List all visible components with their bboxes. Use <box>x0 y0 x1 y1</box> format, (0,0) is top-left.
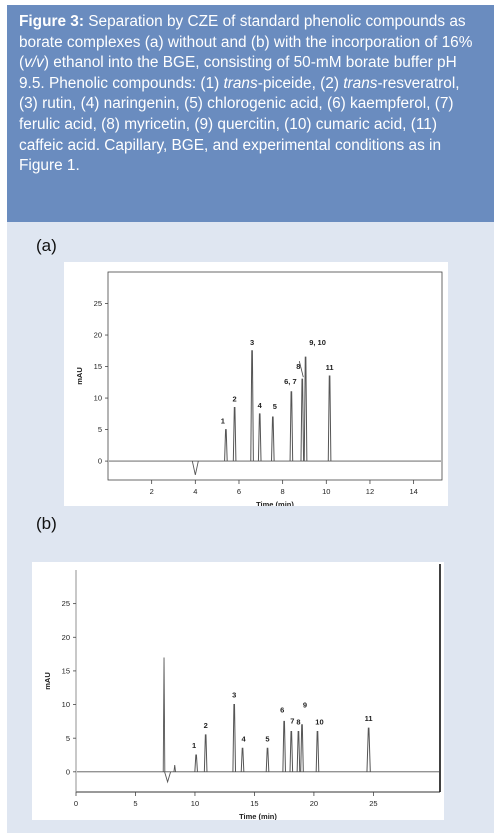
electropherogram-b-svg: 0 5 10 15 20 25 0 5 10 15 20 25 Time (min) mAU 1 2 3 4 5 67… <box>43 564 441 820</box>
chart-b-peak-label: 6 <box>280 705 284 714</box>
chart-b-peak-label: 5 <box>265 734 269 743</box>
panel-b-label: (b) <box>36 514 57 533</box>
chart-b-peak-7 <box>289 730 294 772</box>
chart-b-peak-9 <box>300 724 304 772</box>
chart-a-peak-label: 6, 7 <box>284 377 297 386</box>
chart-b-y-tick-label: 10 <box>62 700 70 709</box>
chart-a-baseline-dip <box>191 460 199 476</box>
chart-a-peak-5 <box>271 416 275 462</box>
chart-b-peak-label: 10 <box>315 717 323 726</box>
chart-a-y-axis-label: mAU <box>75 367 84 385</box>
chart-a-peak-8-arrow <box>298 361 304 378</box>
chart-b-peak-label: 8 <box>296 717 300 726</box>
chart-a-peak-label: 5 <box>273 402 277 411</box>
chart-b-peak-6 <box>282 720 286 772</box>
chart-b-peak-label: 3 <box>232 691 236 700</box>
figure-number: Figure 3: <box>19 13 84 30</box>
chart-b-y-tick-label: 15 <box>62 667 70 676</box>
chart-a-peak-label: 1 <box>221 417 225 426</box>
chart-b-y-tick-label: 0 <box>66 767 70 776</box>
chart-b-x-axis-label: Time (min) <box>239 812 277 820</box>
chart-b-peak-label: 11 <box>365 714 373 723</box>
chart-a-y-tick-label: 25 <box>94 299 102 308</box>
chart-a-peak-label: 9, 10 <box>309 338 326 347</box>
chart-b-baseline-dip <box>164 771 172 784</box>
chart-b-peak-2 <box>203 734 208 772</box>
chart-b-x-tick-label: 0 <box>74 799 78 808</box>
chart-b-peak-4 <box>240 747 245 772</box>
chart-b-peak-1 <box>194 754 198 772</box>
chart-b-x-tick-label: 20 <box>310 799 318 808</box>
chart-b-y-tick-label: 20 <box>62 633 70 642</box>
chart-a-x-tick-label: 6 <box>237 487 241 496</box>
chart-a-peak-4 <box>257 413 262 462</box>
chart-b-peak-label: 7 <box>290 716 294 725</box>
chart-b-peak-8 <box>296 730 301 772</box>
chart-a-x-tick-label: 14 <box>409 487 417 496</box>
chart-a-y-tick-label: 5 <box>98 425 102 434</box>
chart-b-y-tick-label: 25 <box>62 599 70 608</box>
chart-a-x-axis-label: Time (min) <box>256 500 294 506</box>
chart-a-x-tick-label: 8 <box>281 487 285 496</box>
chart-b-spike <box>173 765 176 772</box>
chart-b-x-tick-label: 25 <box>369 799 377 808</box>
chart-a-peak-2 <box>232 407 237 462</box>
chart-a-peak-label: 11 <box>326 363 334 372</box>
electropherogram-a: 2 4 6 8 10 12 14 0 5 10 15 20 25 Time (min) mAU 1 2 3 4 5 6,… <box>64 262 448 506</box>
chart-a-peak-3 <box>250 350 254 462</box>
chart-a-peak-label: 4 <box>258 401 263 410</box>
chart-b-peak-label: 1 <box>192 741 196 750</box>
chart-a-peak-8 <box>300 378 305 462</box>
figure-caption: Figure 3: Separation by CZE of standard … <box>7 5 494 222</box>
chart-b-peak-11 <box>366 727 371 772</box>
chart-b-peak-label: 4 <box>241 734 246 743</box>
chart-a-peak-6-7 <box>289 391 294 462</box>
chart-a-peak-label: 3 <box>250 338 254 347</box>
chart-b-spike <box>162 657 166 772</box>
chart-b-x-tick-label: 5 <box>133 799 137 808</box>
caption-text: Figure 3: Separation by CZE of standard … <box>19 13 473 175</box>
chart-a-plot-frame <box>107 271 443 481</box>
chart-a-y-tick-label: 20 <box>94 331 102 340</box>
chart-b-y-axis-label: mAU <box>43 672 52 690</box>
chart-b-peak-label: 2 <box>204 721 208 730</box>
chart-a-x-tick-label: 10 <box>322 487 330 496</box>
electropherogram-b: 0 5 10 15 20 25 0 5 10 15 20 25 Time (min) mAU 1 2 3 4 5 6 7… <box>32 562 444 820</box>
chart-b-peak-label: 9 <box>303 701 307 710</box>
chart-b-y-tick-label: 5 <box>66 734 70 743</box>
chart-a-peak-9-10 <box>303 356 308 462</box>
panel-a-label: (a) <box>36 236 57 255</box>
chart-a-x-tick-label: 12 <box>366 487 374 496</box>
chart-a-peak-1 <box>224 429 228 462</box>
chart-b-x-tick-label: 15 <box>250 799 258 808</box>
chart-b-peak-3 <box>232 704 237 772</box>
chart-a-peak-11 <box>327 375 332 462</box>
chart-b-x-tick-label: 10 <box>191 799 199 808</box>
chart-a-peak-label: 8 <box>296 362 300 371</box>
chart-a-x-tick-label: 4 <box>193 487 197 496</box>
chart-a-y-tick-label: 15 <box>94 362 102 371</box>
chart-b-peak-5 <box>265 747 270 772</box>
chart-b-peak-10 <box>315 730 320 772</box>
chart-a-peak-label: 2 <box>233 395 237 404</box>
chart-a-y-tick-label: 0 <box>98 457 102 466</box>
chart-a-x-tick-label: 2 <box>150 487 154 496</box>
chart-a-y-tick-label: 10 <box>94 394 102 403</box>
